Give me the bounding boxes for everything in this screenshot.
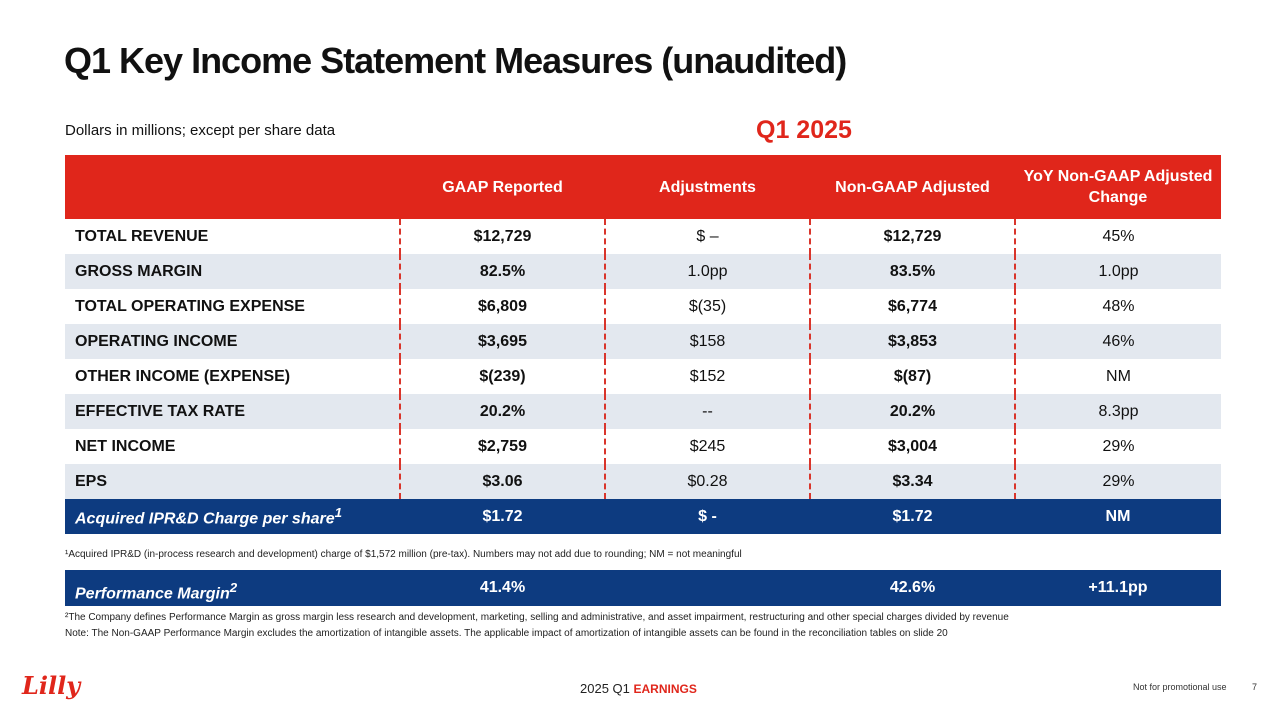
row-label: EPS — [65, 464, 400, 499]
non-gaap-value: $3,004 — [810, 429, 1015, 464]
non-gaap-value: 83.5% — [810, 254, 1015, 289]
gaap-value: 41.4% — [400, 570, 605, 606]
gaap-value: $3,695 — [400, 324, 605, 359]
performance-label-text: Performance Margin — [75, 585, 230, 602]
adjustment-value: $ - — [605, 499, 810, 534]
adjustment-value: -- — [605, 394, 810, 429]
table-row: OPERATING INCOME $3,695 $158 $3,853 46% — [65, 324, 1221, 359]
note: Note: The Non-GAAP Performance Margin ex… — [65, 626, 1009, 642]
income-statement-table: GAAP Reported Adjustments Non-GAAP Adjus… — [65, 155, 1221, 534]
footer-period: 2025 Q1 — [580, 681, 630, 696]
yoy-value: 29% — [1015, 429, 1221, 464]
footnote-marker: 2 — [230, 580, 237, 595]
table-row: OTHER INCOME (EXPENSE) $(239) $152 $(87)… — [65, 359, 1221, 394]
table-row: EPS $3.06 $0.28 $3.34 29% — [65, 464, 1221, 499]
ipr-charge-row: Acquired IPR&D Charge per share1 $1.72 $… — [65, 499, 1221, 534]
footnote-1: ¹Acquired IPR&D (in-process research and… — [65, 549, 742, 560]
non-gaap-value: $6,774 — [810, 289, 1015, 324]
gaap-value: $6,809 — [400, 289, 605, 324]
page-title: Q1 Key Income Statement Measures (unaudi… — [64, 40, 846, 82]
table-row: EFFECTIVE TAX RATE 20.2% -- 20.2% 8.3pp — [65, 394, 1221, 429]
gaap-value: $12,729 — [400, 219, 605, 254]
ipr-label-text: Acquired IPR&D Charge per share — [75, 510, 335, 527]
yoy-value: 46% — [1015, 324, 1221, 359]
non-gaap-value: $12,729 — [810, 219, 1015, 254]
footnote-marker: 1 — [335, 505, 342, 520]
footnote-2: ²The Company defines Performance Margin … — [65, 610, 1009, 626]
gaap-value: $(239) — [400, 359, 605, 394]
header-adjustments: Adjustments — [605, 155, 810, 219]
adjustment-value: $(35) — [605, 289, 810, 324]
header-label — [65, 155, 400, 219]
table-row: TOTAL REVENUE $12,729 $ – $12,729 45% — [65, 219, 1221, 254]
row-label: NET INCOME — [65, 429, 400, 464]
row-label: TOTAL REVENUE — [65, 219, 400, 254]
footer-earnings: EARNINGS — [634, 682, 697, 696]
yoy-value: +11.1pp — [1015, 570, 1221, 606]
period-heading: Q1 2025 — [756, 116, 852, 145]
yoy-value: 1.0pp — [1015, 254, 1221, 289]
non-gaap-value: $(87) — [810, 359, 1015, 394]
table-row: GROSS MARGIN 82.5% 1.0pp 83.5% 1.0pp — [65, 254, 1221, 289]
row-label: GROSS MARGIN — [65, 254, 400, 289]
yoy-value: 45% — [1015, 219, 1221, 254]
table-header-row: GAAP Reported Adjustments Non-GAAP Adjus… — [65, 155, 1221, 219]
yoy-value: NM — [1015, 359, 1221, 394]
row-label: TOTAL OPERATING EXPENSE — [65, 289, 400, 324]
not-promotional-note: Not for promotional use — [1133, 682, 1227, 692]
yoy-value: NM — [1015, 499, 1221, 534]
non-gaap-value: 42.6% — [810, 570, 1015, 606]
row-label: OPERATING INCOME — [65, 324, 400, 359]
gaap-value: $3.06 — [400, 464, 605, 499]
adjustment-value: $158 — [605, 324, 810, 359]
header-non-gaap-adjusted: Non-GAAP Adjusted — [810, 155, 1015, 219]
row-label: Acquired IPR&D Charge per share1 — [65, 499, 400, 534]
non-gaap-value: $1.72 — [810, 499, 1015, 534]
footer-label: 2025 Q1 EARNINGS — [580, 681, 697, 696]
adjustment-value: $ – — [605, 219, 810, 254]
header-yoy-change: YoY Non-GAAP Adjusted Change — [1015, 155, 1221, 219]
yoy-value: 48% — [1015, 289, 1221, 324]
gaap-value: $1.72 — [400, 499, 605, 534]
footnotes-block: ²The Company defines Performance Margin … — [65, 610, 1009, 642]
gaap-value: 20.2% — [400, 394, 605, 429]
row-label: EFFECTIVE TAX RATE — [65, 394, 400, 429]
table-row: TOTAL OPERATING EXPENSE $6,809 $(35) $6,… — [65, 289, 1221, 324]
page-number: 7 — [1252, 682, 1257, 692]
non-gaap-value: 20.2% — [810, 394, 1015, 429]
table-row: NET INCOME $2,759 $245 $3,004 29% — [65, 429, 1221, 464]
row-label: OTHER INCOME (EXPENSE) — [65, 359, 400, 394]
non-gaap-value: $3.34 — [810, 464, 1015, 499]
gaap-value: $2,759 — [400, 429, 605, 464]
units-note: Dollars in millions; except per share da… — [65, 122, 335, 139]
adjustment-value: $245 — [605, 429, 810, 464]
adjustment-value: $0.28 — [605, 464, 810, 499]
row-label: Performance Margin2 — [75, 570, 237, 606]
yoy-value: 8.3pp — [1015, 394, 1221, 429]
non-gaap-value: $3,853 — [810, 324, 1015, 359]
performance-margin-row: Performance Margin2 41.4% 42.6% +11.1pp — [65, 570, 1221, 606]
adjustment-value: 1.0pp — [605, 254, 810, 289]
yoy-value: 29% — [1015, 464, 1221, 499]
header-gaap-reported: GAAP Reported — [400, 155, 605, 219]
lilly-logo: Lilly — [22, 671, 80, 700]
gaap-value: 82.5% — [400, 254, 605, 289]
adjustment-value: $152 — [605, 359, 810, 394]
